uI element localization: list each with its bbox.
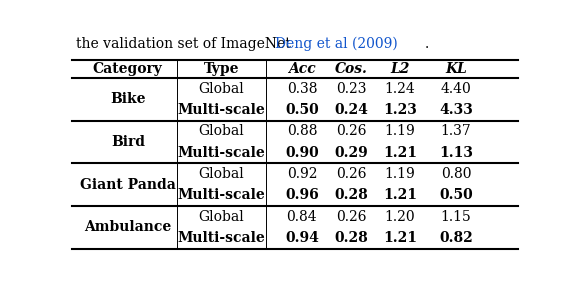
Text: Multi-scale: Multi-scale <box>177 231 266 245</box>
Text: Ambulance: Ambulance <box>84 221 172 234</box>
Text: Global: Global <box>199 81 244 96</box>
Text: 1.13: 1.13 <box>439 146 473 160</box>
Text: 0.88: 0.88 <box>287 124 317 138</box>
Text: 0.28: 0.28 <box>334 231 368 245</box>
Text: Category: Category <box>93 62 163 76</box>
Text: .: . <box>425 37 429 50</box>
Text: KL: KL <box>445 62 467 76</box>
Text: 0.50: 0.50 <box>439 188 473 202</box>
Text: Acc: Acc <box>288 62 316 76</box>
Text: 1.20: 1.20 <box>385 210 415 224</box>
Text: 1.19: 1.19 <box>385 167 415 181</box>
Text: 0.82: 0.82 <box>439 231 473 245</box>
Text: 0.90: 0.90 <box>285 146 319 160</box>
Text: Global: Global <box>199 124 244 138</box>
Text: 1.37: 1.37 <box>441 124 471 138</box>
Text: Deng et al (2009): Deng et al (2009) <box>275 36 398 51</box>
Text: 1.21: 1.21 <box>383 146 417 160</box>
Text: 1.15: 1.15 <box>441 210 471 224</box>
Text: 0.50: 0.50 <box>285 103 319 117</box>
Text: the validation set of ImageNet: the validation set of ImageNet <box>77 37 295 50</box>
Text: 1.24: 1.24 <box>385 81 415 96</box>
Text: Multi-scale: Multi-scale <box>177 188 266 202</box>
Text: Global: Global <box>199 167 244 181</box>
Text: Giant Panda: Giant Panda <box>80 178 176 192</box>
Text: 0.26: 0.26 <box>336 210 366 224</box>
Text: 0.23: 0.23 <box>336 81 366 96</box>
Text: 0.92: 0.92 <box>287 167 317 181</box>
Text: 0.94: 0.94 <box>285 231 319 245</box>
Text: 1.21: 1.21 <box>383 231 417 245</box>
Text: 0.26: 0.26 <box>336 167 366 181</box>
Text: 4.40: 4.40 <box>441 81 471 96</box>
Text: Multi-scale: Multi-scale <box>177 146 266 160</box>
Text: 0.26: 0.26 <box>336 124 366 138</box>
Text: 1.23: 1.23 <box>383 103 417 117</box>
Text: 1.19: 1.19 <box>385 124 415 138</box>
Text: L2: L2 <box>391 62 410 76</box>
Text: 0.29: 0.29 <box>334 146 368 160</box>
Text: 0.38: 0.38 <box>287 81 317 96</box>
Text: 1.21: 1.21 <box>383 188 417 202</box>
Text: Cos.: Cos. <box>335 62 367 76</box>
Text: 0.84: 0.84 <box>287 210 317 224</box>
Text: 0.80: 0.80 <box>441 167 471 181</box>
Text: 0.96: 0.96 <box>285 188 319 202</box>
Text: 4.33: 4.33 <box>439 103 473 117</box>
Text: 0.24: 0.24 <box>334 103 368 117</box>
Text: Bird: Bird <box>111 135 145 149</box>
Text: 0.28: 0.28 <box>334 188 368 202</box>
Text: Global: Global <box>199 210 244 224</box>
Text: Type: Type <box>204 62 239 76</box>
Text: Bike: Bike <box>110 92 146 106</box>
Text: Multi-scale: Multi-scale <box>177 103 266 117</box>
